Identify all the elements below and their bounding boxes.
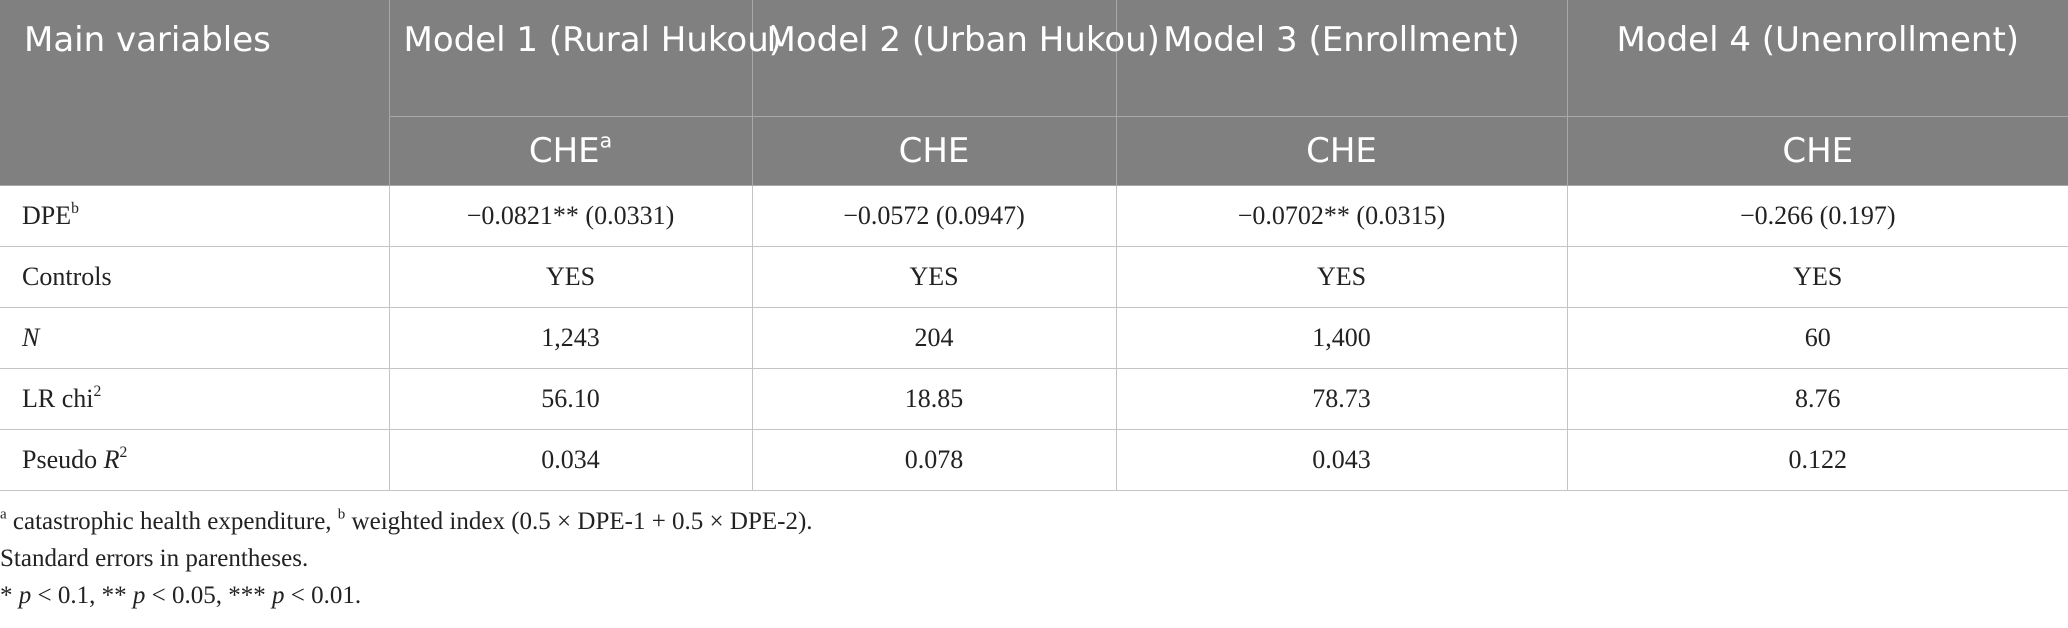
table-cell: −0.0572 (0.0947) bbox=[751, 185, 1117, 247]
text-run: Standard errors in parentheses. bbox=[0, 545, 309, 572]
header-cell: CHE bbox=[1566, 116, 2068, 186]
footnote: a catastrophic health expenditure, b wei… bbox=[0, 503, 2068, 540]
text-run: Main variables bbox=[24, 20, 271, 60]
table-cell: YES bbox=[1115, 246, 1568, 308]
table-cell: 0.043 bbox=[1115, 429, 1568, 491]
header-cell: Model 4 (Unenrollment) bbox=[1566, 0, 2068, 117]
table-row: Controls YES YES YES YES bbox=[0, 246, 2068, 308]
footnote: Standard errors in parentheses. bbox=[0, 540, 2068, 577]
text-run: < 0.1, ** bbox=[31, 582, 133, 609]
row-label: Pseudo R2 bbox=[0, 429, 390, 491]
table-cell: 78.73 bbox=[1115, 368, 1568, 430]
footnotes: a catastrophic health expenditure, b wei… bbox=[0, 503, 2068, 614]
text-run: Pseudo bbox=[22, 445, 104, 474]
text-run: p bbox=[132, 582, 146, 609]
table-cell: 18.85 bbox=[751, 368, 1117, 430]
table-body: DPEb −0.0821** (0.0331) −0.0572 (0.0947) −0… bbox=[0, 185, 2068, 491]
text-run: * bbox=[0, 582, 19, 609]
superscript: b bbox=[71, 200, 79, 218]
text-run: weighted index (0.5 × DPE-1 + 0.5 × DPE-… bbox=[345, 508, 813, 535]
table-cell: YES bbox=[751, 246, 1117, 308]
table-cell: −0.0702** (0.0315) bbox=[1115, 185, 1568, 247]
table-cell: YES bbox=[1566, 246, 2068, 308]
results-table: Main variables Model 1 (Rural Hukou) Model… bbox=[0, 0, 2068, 491]
table-cell: −0.266 (0.197) bbox=[1566, 185, 2068, 247]
text-run: CHE bbox=[528, 131, 600, 171]
superscript: a bbox=[0, 506, 7, 523]
text-run: catastrophic health expenditure, bbox=[6, 508, 338, 535]
row-label: N bbox=[0, 307, 390, 369]
table-cell: 0.122 bbox=[1566, 429, 2068, 491]
text-run: N bbox=[22, 323, 40, 352]
header-cell: Main variables bbox=[0, 0, 389, 186]
text-run: CHE bbox=[1306, 131, 1377, 171]
table-row: N 1,243 204 1,400 60 bbox=[0, 307, 2068, 369]
text-run: p bbox=[18, 582, 32, 609]
text-run: < 0.01. bbox=[284, 582, 362, 609]
text-run: Model 4 (Unenrollment) bbox=[1616, 20, 2020, 60]
header-cell: CHE bbox=[751, 116, 1116, 186]
table-cell: −0.0821** (0.0331) bbox=[388, 185, 753, 247]
superscript: b bbox=[337, 506, 346, 523]
table-header: Main variables Model 1 (Rural Hukou) Model… bbox=[0, 0, 2068, 186]
table-row: Pseudo R2 0.034 0.078 0.043 0.122 bbox=[0, 429, 2068, 491]
text-run: CHE bbox=[1782, 131, 1854, 171]
text-run: Model 1 (Rural Hukou) bbox=[403, 20, 783, 60]
text-run: CHE bbox=[898, 131, 970, 171]
superscript: 2 bbox=[119, 444, 128, 462]
row-label: Controls bbox=[0, 246, 390, 308]
header-cell: CHEa bbox=[388, 116, 752, 186]
header-cell: Model 3 (Enrollment) bbox=[1115, 0, 1567, 117]
table-cell: 0.078 bbox=[751, 429, 1117, 491]
table-cell: 1,243 bbox=[388, 307, 753, 369]
table-cell: 60 bbox=[1566, 307, 2068, 369]
table-cell: 204 bbox=[751, 307, 1117, 369]
text-run: < 0.05, *** bbox=[145, 582, 272, 609]
text-run: p bbox=[271, 582, 285, 609]
table-cell: 8.76 bbox=[1566, 368, 2068, 430]
text-run: Controls bbox=[22, 262, 112, 291]
table-cell: 56.10 bbox=[388, 368, 753, 430]
header-row: Main variables Model 1 (Rural Hukou) Model… bbox=[0, 0, 2068, 186]
superscript: 2 bbox=[93, 383, 102, 401]
table-cell: 1,400 bbox=[1115, 307, 1568, 369]
text-run: LR chi bbox=[22, 384, 94, 413]
header-cell: CHE bbox=[1115, 116, 1567, 186]
superscript: a bbox=[599, 128, 613, 153]
table-row: LR chi2 56.10 18.85 78.73 8.76 bbox=[0, 368, 2068, 430]
header-cell: Model 2 (Urban Hukou) bbox=[751, 0, 1160, 117]
text-run: Model 2 (Urban Hukou) bbox=[766, 20, 1160, 60]
table-cell: 0.034 bbox=[388, 429, 753, 491]
text-run: R bbox=[103, 445, 120, 474]
header-cell: Model 1 (Rural Hukou) bbox=[388, 0, 782, 117]
row-label: DPEb bbox=[0, 185, 390, 247]
text-run: DPE bbox=[22, 201, 72, 230]
header-row: CHEa CHE CHE CHE bbox=[0, 116, 2068, 186]
table-cell: YES bbox=[388, 246, 753, 308]
table-row: DPEb −0.0821** (0.0331) −0.0572 (0.0947) −0… bbox=[0, 185, 2068, 247]
text-run: Model 3 (Enrollment) bbox=[1163, 20, 1520, 60]
row-label: LR chi2 bbox=[0, 368, 390, 430]
footnote: * p < 0.1, ** p < 0.05, *** p < 0.01. bbox=[0, 577, 2068, 614]
